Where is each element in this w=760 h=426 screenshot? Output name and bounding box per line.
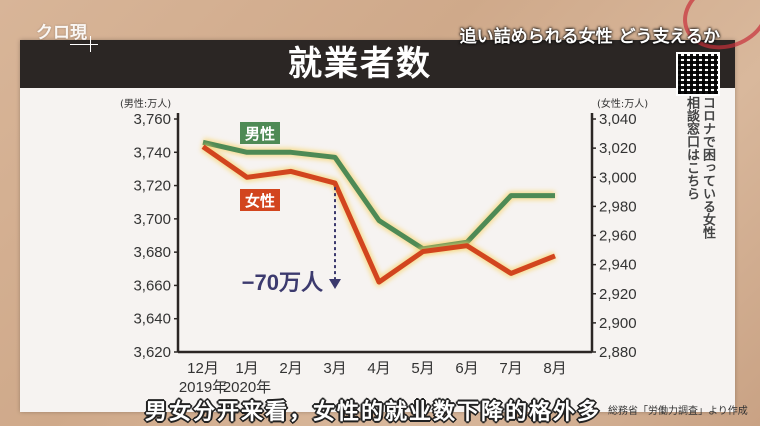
program-logo: クロ現: [36, 23, 87, 43]
x-tick-label: 5月: [411, 360, 434, 377]
x-tick-label: 2月: [279, 360, 302, 377]
left-tick-label: 3,700: [133, 211, 171, 228]
right-tick-label: 2,940: [599, 257, 637, 274]
subtitle-caption: 男女分开来看，女性的就业数下降的格外多: [145, 400, 602, 425]
left-tick-label: 3,680: [133, 244, 171, 261]
legend-box-right: [240, 189, 280, 211]
title-bar: [20, 40, 735, 88]
help-text-line2: 相談窓口はこちら: [684, 96, 699, 200]
x-year-label: 2019年: [179, 379, 227, 396]
annotation-label: −70万人: [242, 270, 323, 295]
crosshair-icon: [70, 44, 98, 45]
qr-code-icon[interactable]: [676, 52, 720, 96]
left-tick-label: 3,660: [133, 277, 171, 294]
x-year-label: 2020年: [223, 379, 271, 396]
crosshair-icon-vertical: [90, 36, 91, 52]
program-title: 追い詰められる女性 どう支えるか: [459, 27, 720, 47]
left-axis-unit: (男性:万人): [120, 99, 172, 110]
x-tick-label: 12月: [187, 360, 219, 377]
x-tick-label: 3月: [323, 360, 346, 377]
x-tick-label: 6月: [455, 360, 478, 377]
right-tick-label: 3,000: [599, 169, 637, 186]
right-tick-label: 2,880: [599, 344, 637, 361]
left-tick-label: 3,760: [133, 111, 171, 128]
arrow-down-icon: [329, 279, 341, 289]
legend-label-left: 男性: [245, 125, 275, 143]
help-text-line1: コロナで困っている女性: [700, 96, 715, 239]
right-tick-label: 2,900: [599, 315, 637, 332]
right-tick-label: 2,960: [599, 228, 637, 245]
right-tick-label: 3,020: [599, 140, 637, 157]
left-tick-label: 3,720: [133, 178, 171, 195]
legend-box-left: [240, 122, 280, 144]
x-tick-label: 8月: [543, 360, 566, 377]
right-tick-label: 2,920: [599, 286, 637, 303]
x-tick-label: 7月: [499, 360, 522, 377]
chart-panel: [20, 40, 735, 412]
right-axis-unit: (女性:万人): [597, 99, 649, 110]
right-tick-label: 2,980: [599, 198, 637, 215]
left-tick-label: 3,640: [133, 311, 171, 328]
x-tick-label: 1月: [235, 360, 258, 377]
chart-title: 就業者数: [288, 44, 432, 84]
x-tick-label: 4月: [367, 360, 390, 377]
legend-label-right: 女性: [245, 192, 275, 210]
left-tick-label: 3,620: [133, 344, 171, 361]
right-tick-label: 3,040: [599, 111, 637, 128]
source-note: 総務省「労働力調査」より作成: [608, 406, 748, 417]
left-tick-label: 3,740: [133, 144, 171, 161]
